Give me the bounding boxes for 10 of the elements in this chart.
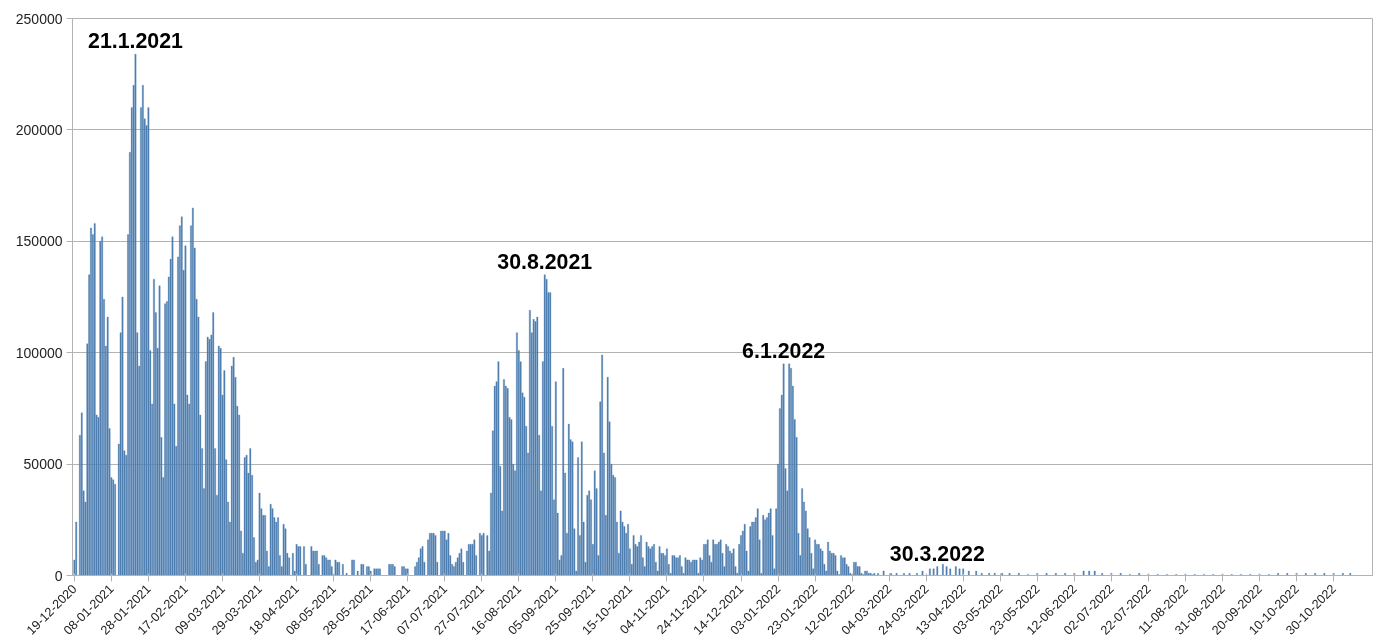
y-tick-label: 200000 bbox=[15, 121, 63, 138]
y-tick-label: 100000 bbox=[15, 344, 63, 361]
annotation: 30.8.2021 bbox=[497, 249, 593, 274]
y-tick-label: 50000 bbox=[23, 456, 63, 473]
annotation: 6.1.2022 bbox=[742, 338, 826, 363]
annotation: 21.1.2021 bbox=[88, 29, 184, 54]
annotation: 30.3.2022 bbox=[889, 541, 985, 566]
y-tick-label: 250000 bbox=[15, 10, 63, 27]
y-tick-label: 150000 bbox=[15, 233, 63, 250]
y-tick-label: 0 bbox=[54, 567, 63, 584]
